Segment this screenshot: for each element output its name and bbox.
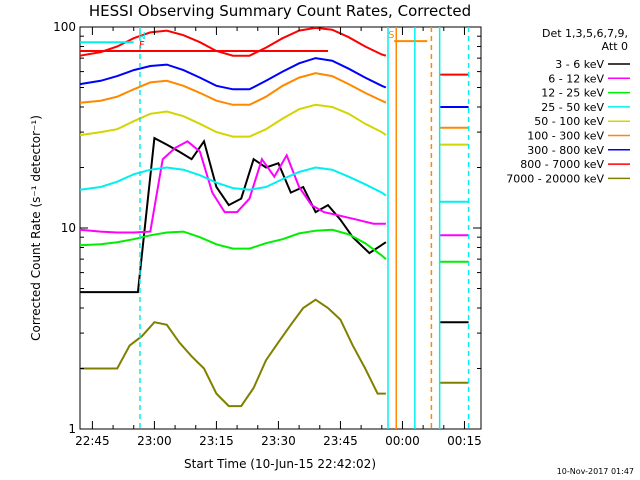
legend-entry-label: 7000 - 20000 keV (506, 172, 604, 185)
tick-layer: 22:45 23:00 23:15 23:30 23:45 00:00 00:15 1 10 10… (53, 20, 482, 448)
x-axis-label: Start Time (10-Jun-15 22:42:02) (184, 457, 376, 471)
legend-entry-label: 12 - 25 keV (541, 87, 604, 100)
x-tick-label: 22:45 (75, 434, 110, 448)
x-tick-label: 00:00 (385, 434, 420, 448)
flag-layer: FN S (80, 30, 428, 52)
legend-entry-label: 25 - 50 keV (541, 101, 604, 114)
chart-title: HESSI Observing Summary Count Rates, Cor… (89, 2, 471, 20)
x-tick-label: 23:15 (199, 434, 234, 448)
series-line (80, 298, 386, 408)
flag-label: F (139, 40, 145, 51)
series-line (80, 136, 387, 294)
legend-header-line-2: Att 0 (602, 40, 628, 53)
legend-entry-label: 6 - 12 keV (548, 72, 604, 85)
series-line (79, 72, 387, 106)
legend-entry-label: 300 - 800 keV (527, 144, 604, 157)
generation-timestamp: 10-Nov-2017 01:47 (557, 467, 634, 476)
legend-header-line-1: Det 1,3,5,6,7,9, (542, 27, 628, 40)
series-line (79, 228, 387, 260)
x-tick-label: 23:45 (323, 434, 358, 448)
series-line (79, 140, 386, 234)
series-line (79, 57, 387, 91)
x-tick-label: 23:00 (137, 434, 172, 448)
x-tick-label: 23:30 (261, 434, 296, 448)
series-line (79, 166, 387, 197)
legend-entry-label: 100 - 300 keV (527, 130, 604, 143)
series-line (79, 26, 387, 57)
y-tick-label: 1 (68, 422, 76, 436)
series-line (79, 103, 387, 138)
legend-entry-label: 800 - 7000 keV (520, 158, 604, 171)
vline-layer (139, 27, 470, 429)
legend-entry-label: 50 - 100 keV (534, 115, 604, 128)
y-axis-label: Corrected Count Rate (s⁻¹ detector⁻¹) (29, 115, 43, 341)
flag-label: N (138, 31, 145, 42)
legend-entry-label: 3 - 6 keV (555, 58, 604, 71)
flag-label: S (388, 30, 394, 41)
y-tick-label: 10 (61, 221, 76, 235)
series-layer (79, 26, 469, 408)
x-tick-label: 00:15 (447, 434, 482, 448)
y-tick-label: 100 (53, 20, 76, 34)
